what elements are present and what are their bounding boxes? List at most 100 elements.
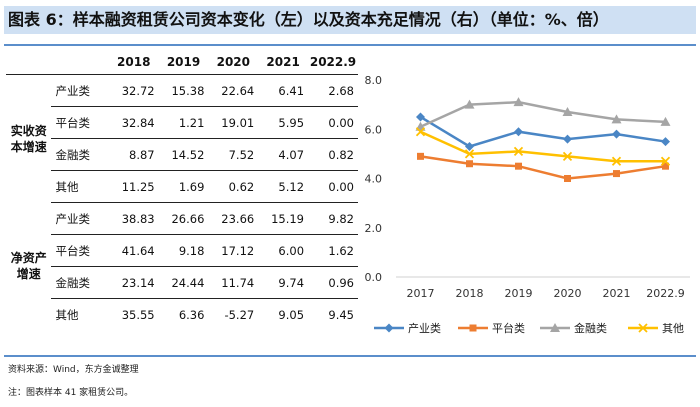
data-point (562, 107, 573, 117)
legend-marker (638, 323, 648, 333)
table-cell: 8.87 (108, 138, 159, 171)
legend-label: 其他 (662, 322, 684, 335)
source-note: 资料来源：Wind，东方金诚整理 (8, 365, 139, 375)
table-cell: 0.62 (208, 170, 259, 203)
data-point (611, 156, 622, 166)
sample-note: 注：图表样本 41 家租赁公司。 (8, 388, 134, 398)
table-cell: 1.69 (158, 170, 209, 203)
table-cell: 41.64 (108, 234, 159, 267)
row-label: 产业类 (51, 74, 109, 107)
row-label: 金融类 (51, 266, 109, 299)
column-header: 2019 (166, 55, 201, 69)
column-header: 2020 (216, 55, 251, 69)
data-point (562, 151, 573, 161)
table-cell: 32.72 (108, 74, 159, 107)
table-cell: 6.00 (258, 234, 309, 267)
x-tick-label: 2021 (603, 287, 631, 300)
table-cell: 26.66 (158, 202, 209, 235)
x-tick-label: 2017 (407, 287, 435, 300)
table-row: 金融类 8.87 14.52 7.52 4.07 0.82 (6, 138, 358, 171)
group-label: 净资产 增速 (10, 251, 47, 282)
row-label: 平台类 (51, 234, 109, 267)
legend-label: 平台类 (492, 321, 525, 335)
column-header: 2018 (117, 55, 151, 69)
table-cell: 23.66 (208, 202, 259, 235)
legend-marker (550, 323, 560, 332)
table-cell: 1.21 (158, 106, 209, 139)
capital-growth-table: 2018 2019 2020 2021 2022.9 实收资 本增速 产业类 32… (6, 52, 358, 330)
table-cell: 9.82 (308, 202, 358, 235)
table-cell: 11.74 (208, 266, 259, 299)
table-cell: -5.27 (224, 307, 255, 322)
table-cell: 5.12 (258, 170, 309, 203)
footer-rule (4, 355, 696, 357)
table-cell: 15.19 (258, 202, 309, 235)
row-label: 平台类 (51, 106, 109, 139)
row-label: 其他 (51, 170, 109, 203)
data-point (515, 162, 522, 170)
data-point (660, 156, 671, 166)
x-tick-label: 2019 (505, 287, 533, 300)
data-point (564, 175, 571, 182)
table-cell: 6.36 (178, 307, 205, 322)
table-row: 平台类 32.84 1.21 19.01 5.95 0.00 (6, 106, 358, 139)
table-cell: 19.01 (208, 106, 259, 139)
table-cell: 0.00 (308, 170, 358, 203)
data-point (513, 146, 524, 157)
y-tick-label: 0.0 (365, 271, 383, 284)
column-header: 2022.9 (309, 55, 357, 69)
group-label: 实收资 本增速 (10, 123, 47, 154)
table-cell: 0.96 (308, 266, 358, 299)
header-rule (4, 44, 696, 46)
y-tick-label: 8.0 (365, 74, 383, 87)
series-line (419, 115, 666, 148)
data-point (417, 152, 424, 160)
table-row: 净资产 增速 产业类 38.83 26.66 23.66 15.19 9.82 (6, 202, 358, 281)
figure-title: 图表 6：样本融资租赁公司资本变化（左）以及资本充足情况（右）（单位：%、倍） (4, 6, 696, 34)
header-blank (6, 52, 51, 72)
table-cell: 35.55 (121, 307, 155, 322)
column-header: 2021 (266, 55, 300, 69)
table-cell: 6.41 (258, 74, 309, 107)
table-cell: 7.52 (208, 138, 259, 171)
table-cell: 11.25 (108, 170, 159, 203)
capital-adequacy-line-chart: 0.0 2.0 4.0 6.0 8.0 2017 2018 2019 2020 2021 2022.… (365, 74, 690, 335)
table-cell: 17.12 (208, 234, 259, 267)
data-point (613, 170, 620, 178)
table-cell: 23.14 (108, 266, 159, 299)
legend-label: 金融类 (574, 321, 607, 335)
row-label: 产业类 (51, 202, 109, 235)
x-tick-label: 2020 (554, 287, 582, 300)
table-row: 平台类 41.64 9.18 17.12 6.00 1.62 (6, 234, 358, 267)
y-tick-label: 2.0 (365, 222, 383, 235)
legend-marker (469, 324, 477, 332)
series-line (420, 155, 666, 180)
table-row: 其他 11.25 1.69 0.62 5.12 0.00 (6, 170, 358, 203)
series-line (419, 130, 666, 163)
table-cell: 9.74 (258, 266, 309, 299)
table-cell: 15.38 (158, 74, 209, 107)
data-point (563, 134, 572, 144)
table-cell: 0.82 (308, 138, 358, 171)
data-point (464, 149, 475, 159)
table-header-row: 2018 2019 2020 2021 2022.9 (6, 52, 358, 72)
y-tick-label: 6.0 (365, 123, 383, 136)
data-point (662, 162, 669, 170)
table-cell: 4.07 (258, 138, 309, 171)
y-tick-label: 4.0 (365, 173, 383, 186)
data-point (611, 114, 622, 124)
x-tick-label: 2022.9 (646, 287, 685, 300)
table-cell: 5.95 (258, 106, 309, 139)
table-row: 金融类 23.14 24.44 11.74 9.74 0.96 (6, 266, 358, 299)
data-point (513, 97, 524, 107)
table-row: 实收资 本增速 产业类 32.72 15.38 22.64 6.41 2.68 (6, 74, 358, 154)
data-point (415, 127, 426, 137)
table-cell: 9.18 (158, 234, 209, 267)
data-point (465, 141, 474, 151)
data-point (660, 116, 671, 126)
table-cell: 2.68 (308, 74, 358, 107)
table-cell: 0.00 (308, 106, 358, 139)
data-point (514, 127, 523, 137)
x-tick-label: 2018 (456, 287, 484, 300)
table-cell: 24.44 (158, 266, 209, 299)
